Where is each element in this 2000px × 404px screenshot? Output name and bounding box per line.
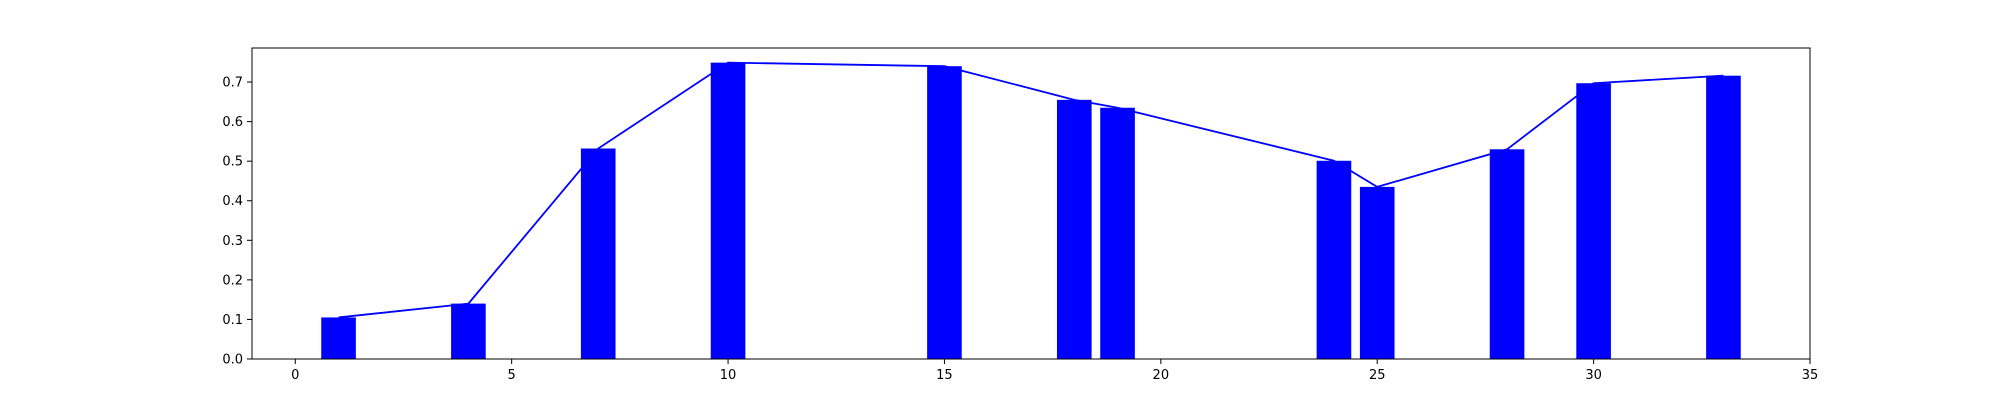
y-tick-label-0: 0.0	[222, 353, 243, 368]
bar-11	[1706, 75, 1741, 359]
x-tick-label-2: 10	[720, 368, 737, 383]
bar-4	[927, 66, 962, 359]
y-tick-label-1: 0.1	[222, 313, 243, 328]
bar-1	[451, 303, 486, 359]
x-tick-label-1: 5	[508, 368, 516, 383]
x-tick-label-5: 25	[1369, 368, 1386, 383]
bar-9	[1489, 149, 1525, 359]
bar-8	[1359, 186, 1395, 359]
series-line	[338, 61, 1724, 319]
x-tick-label-0: 0	[291, 368, 299, 383]
plot-frame	[251, 47, 1811, 360]
y-tick-label-3: 0.3	[222, 234, 243, 249]
bar-5	[1056, 99, 1092, 359]
bar-0	[321, 317, 356, 359]
x-tick-label-7: 35	[1802, 368, 1819, 383]
x-tick-label-3: 15	[936, 368, 953, 383]
axes-layer	[251, 47, 1811, 360]
bars-layer	[321, 62, 1741, 359]
bar-6	[1100, 107, 1135, 359]
y-tick-label-2: 0.2	[222, 273, 243, 288]
bar-2	[580, 148, 616, 359]
ticks-layer: 0 5 10 15 20 25 30 35 0.0 0.1 0.2 0.3 0.4 0.5 0.6 0.7	[222, 76, 1818, 383]
line-layer	[338, 61, 1724, 319]
x-tick-label-4: 20	[1153, 368, 1170, 383]
y-tick-label-7: 0.7	[222, 76, 243, 91]
bar-10	[1576, 83, 1611, 359]
bar-3	[710, 62, 746, 359]
x-tick-label-6: 30	[1585, 368, 1602, 383]
bar-7	[1316, 160, 1352, 359]
y-tick-label-6: 0.6	[222, 115, 243, 130]
y-tick-label-5: 0.5	[222, 155, 243, 170]
y-tick-label-4: 0.4	[222, 194, 243, 209]
